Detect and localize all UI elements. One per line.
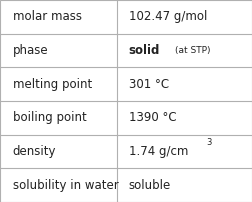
Text: phase: phase — [13, 44, 48, 57]
Text: solubility in water: solubility in water — [13, 179, 118, 192]
Text: 1.74 g/cm: 1.74 g/cm — [129, 145, 188, 158]
Text: 301 °C: 301 °C — [129, 78, 169, 91]
Text: boiling point: boiling point — [13, 111, 86, 124]
Text: (at STP): (at STP) — [175, 46, 211, 55]
Text: molar mass: molar mass — [13, 10, 82, 23]
Text: soluble: soluble — [129, 179, 171, 192]
Text: 1390 °C: 1390 °C — [129, 111, 176, 124]
Text: 3: 3 — [206, 138, 212, 147]
Text: melting point: melting point — [13, 78, 92, 91]
Text: solid: solid — [129, 44, 160, 57]
Text: density: density — [13, 145, 56, 158]
Text: 102.47 g/mol: 102.47 g/mol — [129, 10, 207, 23]
